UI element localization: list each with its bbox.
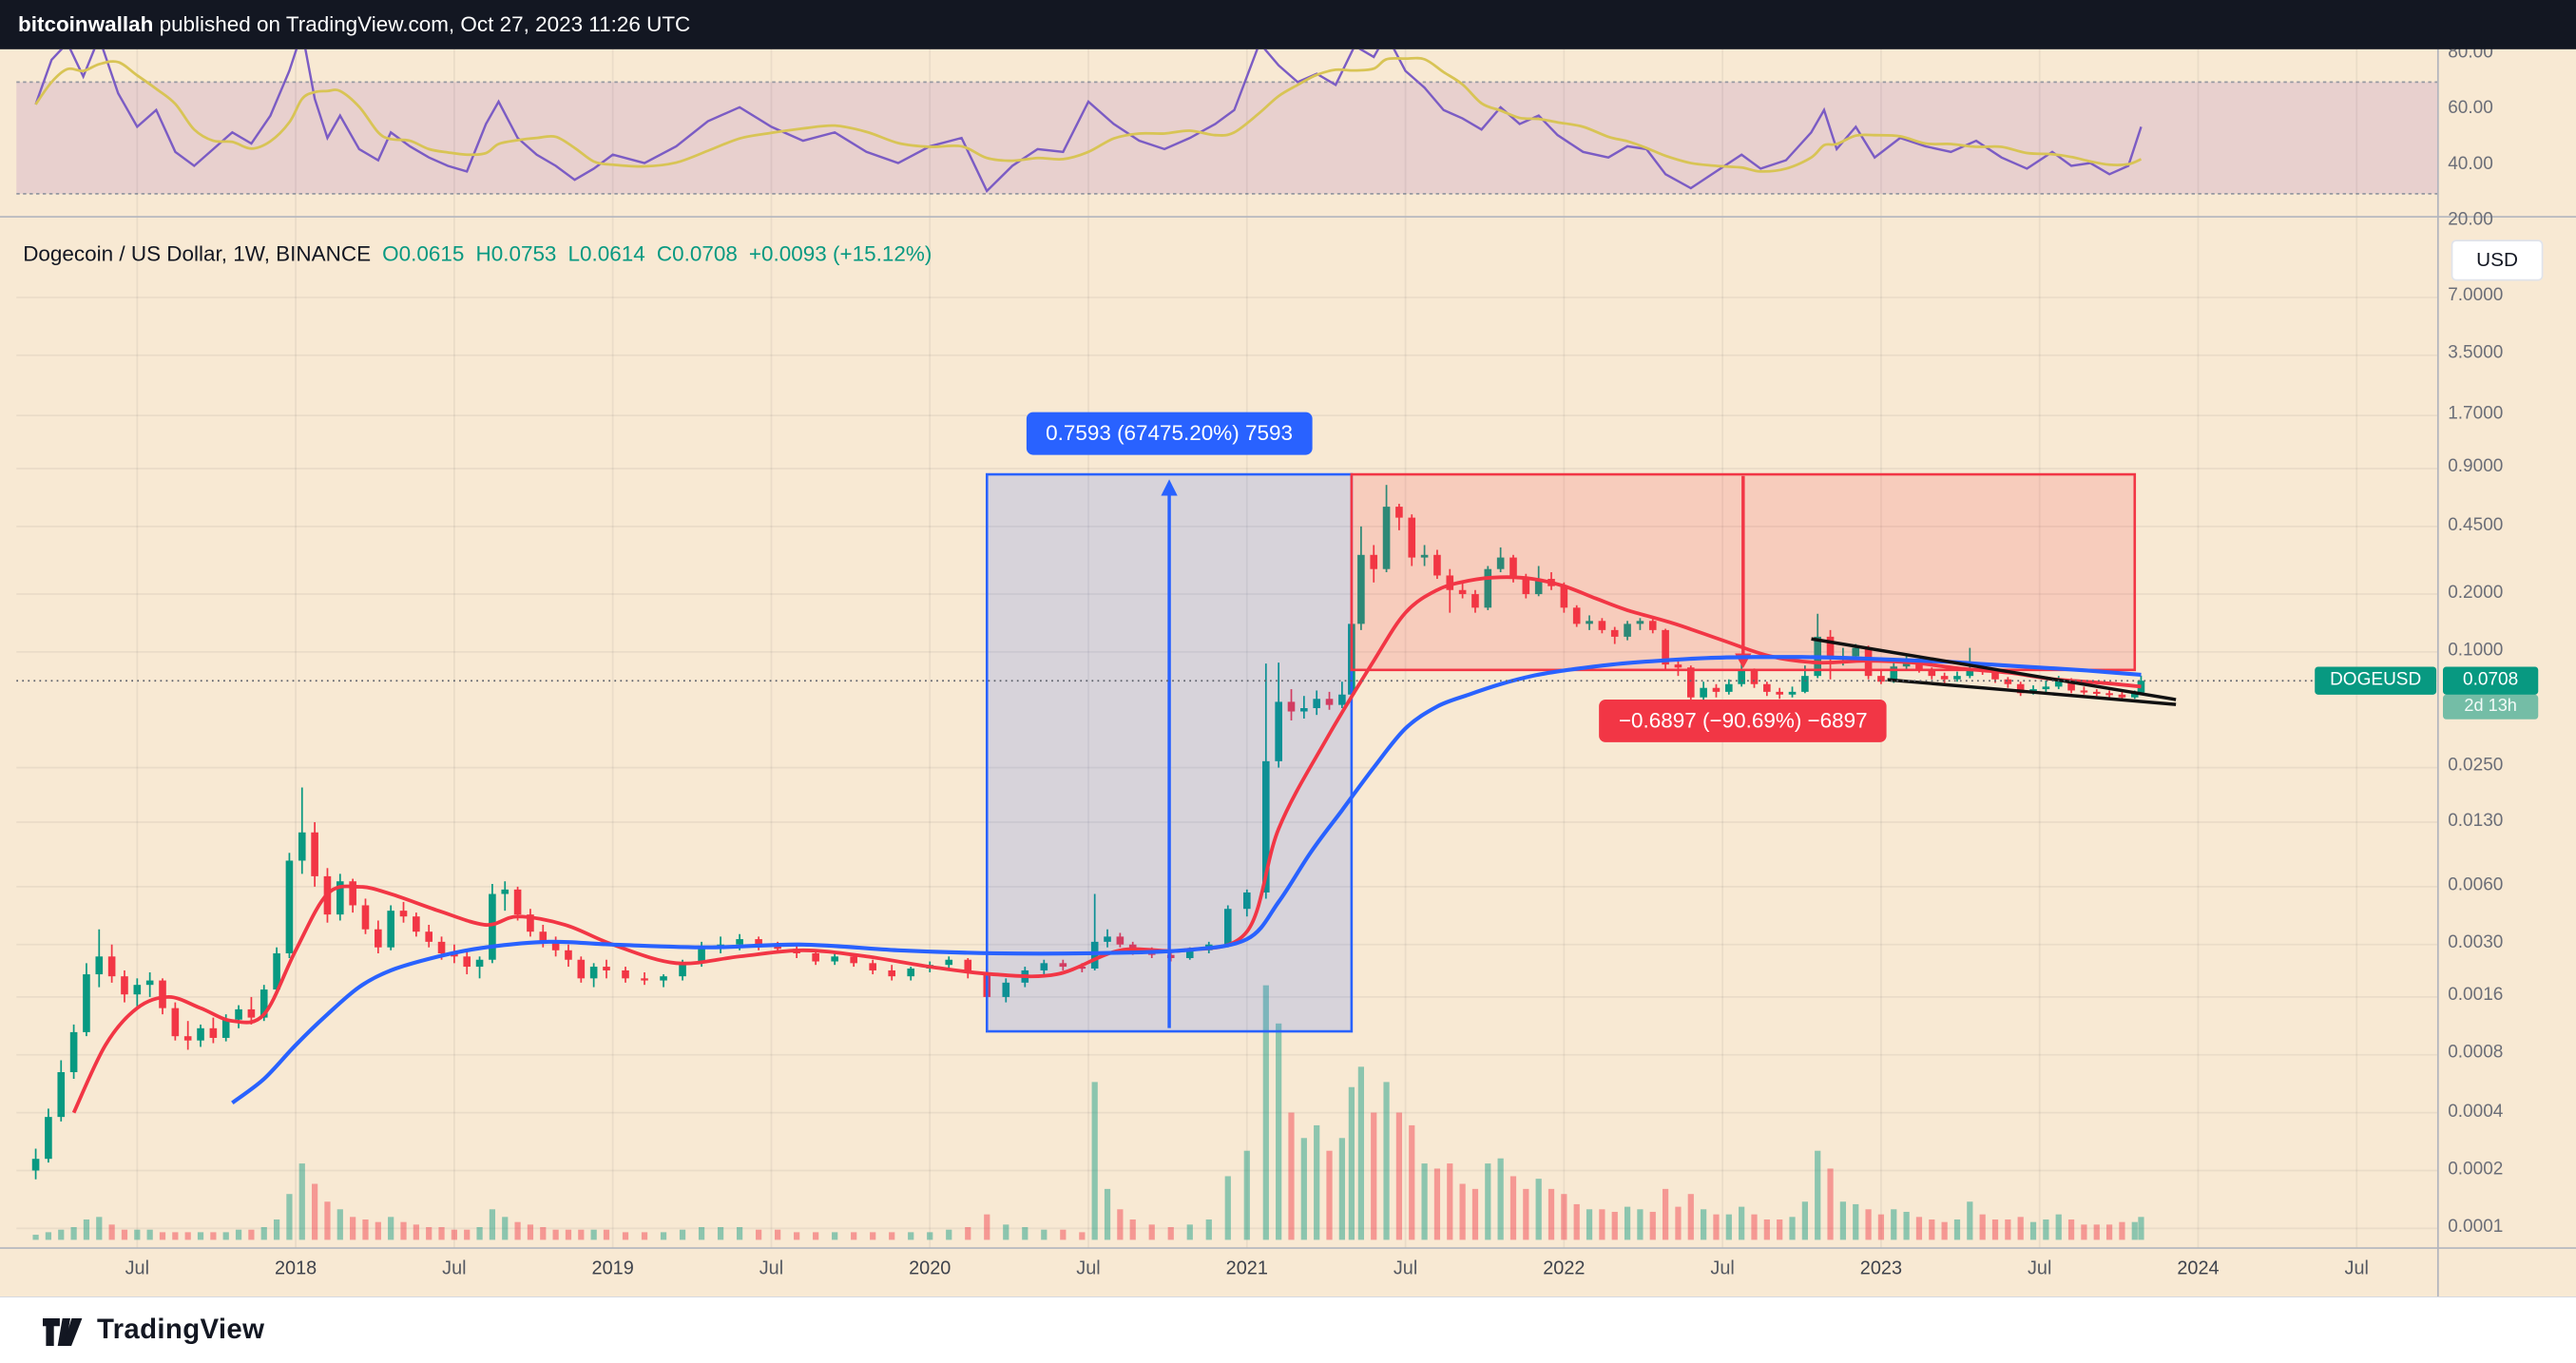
time-axis-label: 2023 [1859,1259,1903,1279]
ohlc-close: C0.0708 [656,240,738,266]
author-name: bitcoinwallah [18,11,154,37]
price-axis-label: 0.0130 [2448,810,2504,831]
price-axis-label: 0.0004 [2448,1101,2504,1122]
symbol-legend: Dogecoin / US Dollar, 1W, BINANCE O0.0615… [23,241,932,266]
price-axis-label: 0.0060 [2448,874,2504,895]
price-axis-label: 7.0000 [2448,285,2504,306]
time-axis-label: Jul [442,1259,467,1279]
time-axis-label: 2024 [2177,1259,2220,1279]
ohlc-change: +0.0093 (+15.12%) [748,240,932,266]
ohlc-low: L0.0614 [567,240,645,266]
time-axis-label: Jul [125,1259,150,1279]
rsi-axis-label: 60.00 [2448,98,2493,119]
banner-text: published on TradingView.com, Oct 27, 20… [153,11,691,37]
tradingview-logo-icon[interactable] [42,1314,83,1347]
price-axis-label: 0.0016 [2448,985,2504,1006]
price-axis-label: 0.0001 [2448,1217,2504,1237]
brand-name: TradingView [96,1314,265,1345]
price-axis-label: 0.0030 [2448,932,2504,953]
price-axis-label: 0.1000 [2448,640,2504,661]
time-axis-label: 2021 [1225,1259,1268,1279]
footer-bar: TradingView [0,1296,2576,1363]
time-axis-label: 2019 [591,1259,634,1279]
price-axis-label: 0.2000 [2448,582,2504,603]
price-axis-label: 0.0002 [2448,1159,2504,1180]
publish-banner: bitcoinwallah published on TradingView.c… [0,0,2576,49]
price-axis-label: 0.9000 [2448,456,2504,477]
ticker-tag: DOGEUSD [2315,666,2437,695]
time-axis-label: 2022 [1543,1259,1586,1279]
last-price-tag: 0.0708 [2443,665,2539,695]
ohlc-high: H0.0753 [475,240,557,266]
price-axis-label: 0.4500 [2448,514,2504,535]
time-axis-label: Jul [2027,1259,2052,1279]
bar-countdown-tag: 2d 13h [2443,694,2539,720]
measure-up-label[interactable]: 0.7593 (67475.20%) 7593 [1026,412,1313,455]
measure-down-label[interactable]: −0.6897 (−90.69%) −6897 [1599,699,1888,742]
ohlc-open: O0.0615 [382,240,465,266]
price-axis-label: 3.5000 [2448,343,2504,364]
time-axis-label: Jul [759,1259,784,1279]
time-axis-label: Jul [1393,1259,1418,1279]
currency-toggle-button[interactable]: USD [2451,240,2544,281]
time-axis-label: 2018 [274,1259,317,1279]
price-axis-label: 0.0250 [2448,756,2504,777]
rsi-axis-label: 20.00 [2448,210,2493,230]
time-axis-label: Jul [2344,1259,2369,1279]
time-axis-label: Jul [1076,1259,1101,1279]
price-axis-label: 1.7000 [2448,404,2504,424]
time-axis-label: 2020 [909,1259,952,1279]
price-axis-label: 0.0008 [2448,1043,2504,1064]
symbol-title: Dogecoin / US Dollar, 1W, BINANCE [23,240,372,266]
time-axis-label: Jul [1710,1259,1735,1279]
rsi-axis-label: 40.00 [2448,154,2493,175]
